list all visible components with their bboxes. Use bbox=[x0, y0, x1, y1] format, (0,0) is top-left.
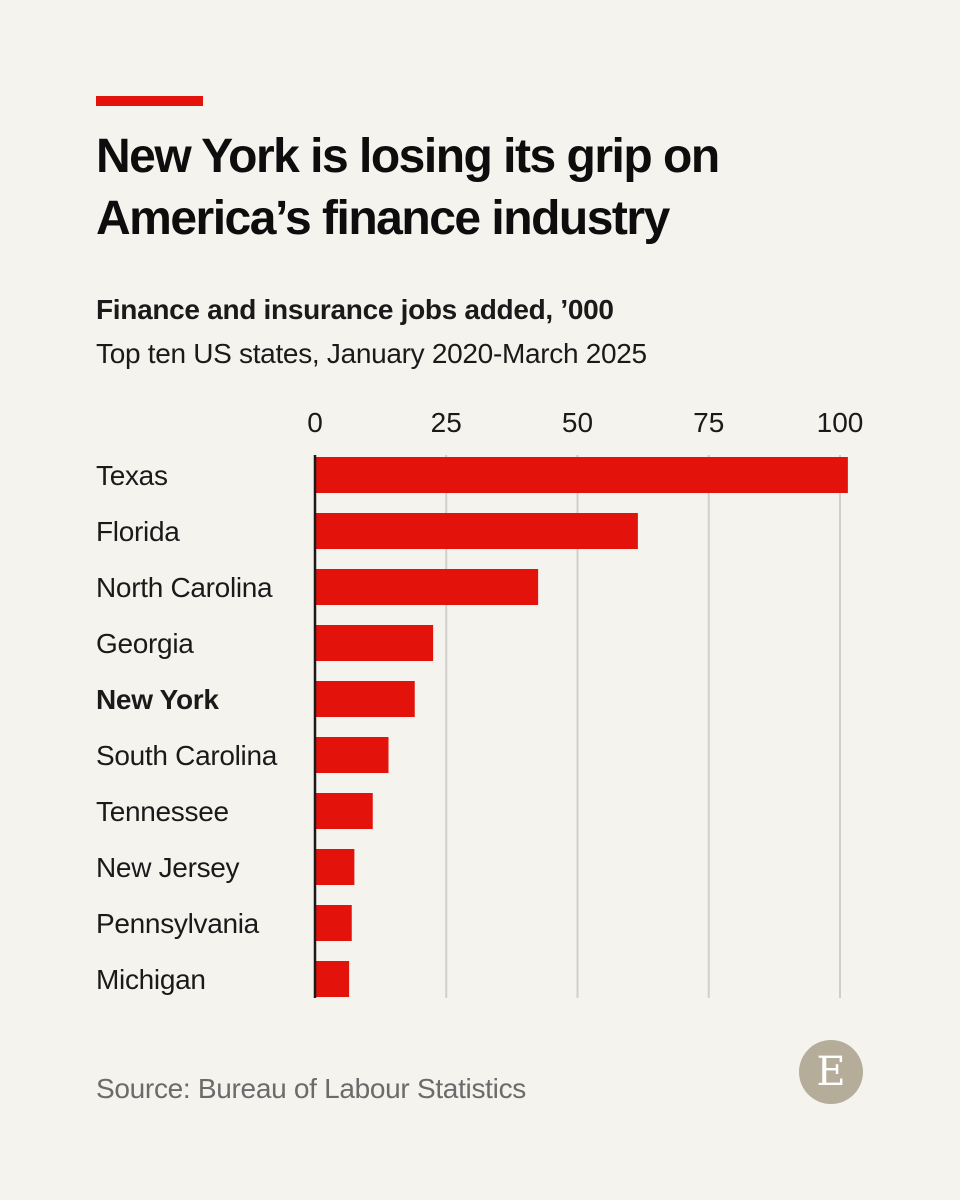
category-label: New Jersey bbox=[96, 852, 240, 883]
bar bbox=[315, 849, 355, 885]
accent-rule bbox=[96, 96, 203, 106]
bar bbox=[315, 793, 373, 829]
bar bbox=[315, 737, 389, 773]
x-tick-label: 75 bbox=[693, 407, 724, 438]
category-label: South Carolina bbox=[96, 740, 278, 771]
x-tick-label: 50 bbox=[562, 407, 593, 438]
chart-description: Top ten US states, January 2020-March 20… bbox=[96, 338, 647, 369]
bar bbox=[315, 625, 434, 661]
category-label: Michigan bbox=[96, 964, 206, 995]
bar bbox=[315, 961, 350, 997]
chart-subtitle: Finance and insurance jobs added, ’000 bbox=[96, 294, 614, 325]
chart-title: New York is losing its grip on America’s… bbox=[96, 126, 896, 250]
source-note: Source: Bureau of Labour Statistics bbox=[96, 1073, 526, 1104]
x-tick-label: 0 bbox=[307, 407, 323, 438]
category-label: Georgia bbox=[96, 628, 194, 659]
category-label: Texas bbox=[96, 460, 168, 491]
economist-logo: E bbox=[799, 1040, 863, 1104]
bar bbox=[315, 905, 352, 941]
category-label: New York bbox=[96, 684, 219, 715]
category-label: Florida bbox=[96, 516, 180, 547]
bar bbox=[315, 569, 539, 605]
bar bbox=[315, 681, 415, 717]
bar-chart: 0 25 50 75 100 Texas Florida North Carolina Geor… bbox=[96, 407, 864, 998]
chart-title-line-1: New York is losing its grip on bbox=[96, 130, 720, 183]
x-tick-label: 25 bbox=[431, 407, 462, 438]
bar bbox=[315, 457, 848, 493]
chart-title-line-2: America’s finance industry bbox=[96, 192, 670, 245]
category-label: Tennessee bbox=[96, 796, 229, 827]
category-label: Pennsylvania bbox=[96, 908, 260, 939]
x-tick-label: 100 bbox=[817, 407, 864, 438]
category-label: North Carolina bbox=[96, 572, 273, 603]
bar bbox=[315, 513, 638, 549]
